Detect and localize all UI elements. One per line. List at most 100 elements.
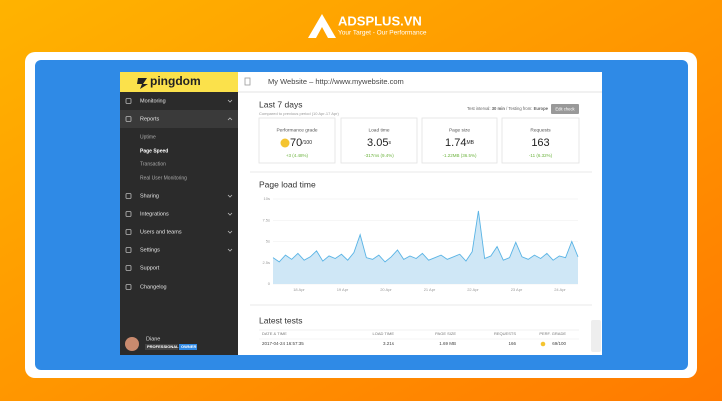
menu-icon <box>125 211 132 217</box>
menu-item[interactable]: Sharing <box>140 193 159 199</box>
feedback-tab[interactable] <box>591 320 601 352</box>
table: DATE & TIME LOAD TIME PAGE SIZE REQUESTS PER… <box>259 329 579 347</box>
logo-icon <box>137 78 148 89</box>
menu-icon <box>125 284 132 290</box>
user-plan: PROFESSIONAL <box>147 344 179 349</box>
chart-title: Page load time <box>259 179 316 189</box>
grade-icon <box>540 341 546 347</box>
card <box>258 117 336 164</box>
menu-icon <box>125 247 132 253</box>
cell: 69/100 <box>552 341 566 346</box>
menu-icon <box>125 193 132 199</box>
x-tick-label: 20 Apr <box>380 287 392 292</box>
edit-button-label: Edit check <box>555 107 575 112</box>
y-tick-label: 7.5s <box>262 217 270 222</box>
card-change: -317ms (9.4%) <box>364 153 394 158</box>
test-info: Test interval: 30 min / Testing from: Eu… <box>467 106 549 111</box>
user-role: OWNER <box>181 344 196 349</box>
card-title: Performance grade <box>276 127 317 133</box>
card <box>501 117 580 164</box>
chevron <box>227 194 233 198</box>
menu-item[interactable]: Support <box>140 265 160 271</box>
value: 163 <box>531 137 549 149</box>
card-title: Page size <box>449 127 470 133</box>
y-tick-label: 2.5s <box>262 260 270 265</box>
x-tick-label: 24 Apr <box>554 287 566 292</box>
active-item <box>120 110 238 128</box>
brand-name: ADSPLUS.VN <box>338 13 422 28</box>
menu-item[interactable]: Changelog <box>140 284 167 290</box>
y-tick-label: 10s <box>264 196 270 201</box>
line <box>272 210 579 263</box>
submenu-item[interactable]: Real User Monitoring <box>140 175 187 181</box>
x-tick-label: 23 Apr <box>511 287 523 292</box>
logo: pingdom <box>150 74 201 88</box>
card-title: Requests <box>530 127 551 133</box>
card-title: Load time <box>368 127 389 133</box>
value: 3.05 <box>367 137 388 149</box>
unit: /100 <box>302 140 312 146</box>
cell: 3.21s <box>383 341 395 346</box>
card <box>421 117 498 164</box>
area <box>273 210 578 284</box>
menu-item[interactable]: Users and teams <box>140 229 182 235</box>
x-tick-label: 22 Apr <box>467 287 479 292</box>
menu-item[interactable]: Monitoring <box>140 98 166 104</box>
x-tick-label: 21 Apr <box>424 287 436 292</box>
column-header: PERF. GRADE <box>539 331 566 336</box>
value: 1.74 <box>445 137 466 149</box>
cell: 166 <box>508 341 516 346</box>
chevron <box>227 99 233 103</box>
submenu-item[interactable]: Uptime <box>140 134 156 140</box>
unit: s <box>388 140 391 146</box>
x-tick-label: 18 Apr <box>293 287 305 292</box>
value: 70 <box>290 137 302 149</box>
column-header: REQUESTS <box>494 331 516 336</box>
column-header: LOAD TIME <box>373 331 395 336</box>
card <box>340 117 418 164</box>
card-change: -1.22MB (36.5%) <box>442 153 477 158</box>
plan-badge <box>145 344 178 350</box>
y-tick-label: 5s <box>266 239 270 244</box>
header-title: My Website – http://www.mywebsite.com <box>268 77 404 86</box>
user-name: Diane <box>146 336 160 342</box>
menu-item[interactable]: Integrations <box>140 211 169 217</box>
chevron <box>227 117 233 121</box>
menu-icon <box>125 98 132 104</box>
edit-button[interactable] <box>551 104 579 114</box>
collapse-icon[interactable] <box>244 77 251 86</box>
summary-subtitle: Compared to previous period (10 Apr-17 A… <box>259 111 339 116</box>
cell: 2017-04-24 16:57:35 <box>262 341 304 346</box>
card-value: 163 <box>531 137 549 149</box>
brand-tagline: Your Target - Our Performance <box>338 30 427 37</box>
menu-item[interactable]: Reports <box>140 116 160 122</box>
avatar <box>125 337 139 351</box>
column-header: DATE & TIME <box>262 331 287 336</box>
chart: 0 2.5s 5s 7.5s 10s 18 Apr 19 Apr 20 Apr 21 Apr 22… <box>262 196 579 292</box>
card-value: 3.05s <box>367 137 391 149</box>
brand-icon <box>308 14 336 38</box>
table-title: Latest tests <box>259 315 302 325</box>
grade-icon <box>280 138 290 148</box>
cell: 1.69 MB <box>439 341 456 346</box>
chevron <box>227 230 233 234</box>
unit: MB <box>466 140 474 146</box>
sidebar-logo-bar <box>120 72 238 92</box>
column-header: PAGE SIZE <box>435 331 456 336</box>
summary-title: Last 7 days <box>259 99 302 109</box>
card-change: -11 (6.32%) <box>529 153 553 158</box>
card-change: +3 (4.48%) <box>286 153 309 158</box>
submenu-item[interactable]: Page Speed <box>140 148 168 154</box>
menu-item[interactable]: Settings <box>140 247 160 253</box>
menu-icon <box>125 116 132 122</box>
role-badge <box>179 344 197 350</box>
x-tick-label: 19 Apr <box>337 287 349 292</box>
sidebar-menu: Monitoring Reports Sharing Integrations User… <box>125 98 233 290</box>
chevron <box>227 248 233 252</box>
submenu-item[interactable]: Transaction <box>140 161 166 167</box>
y-tick-label: 0 <box>268 281 271 286</box>
chevron <box>227 212 233 216</box>
menu-icon <box>125 229 132 235</box>
cards: Performance grade 70/100 +3 (4.48%) Load ti… <box>258 117 580 164</box>
